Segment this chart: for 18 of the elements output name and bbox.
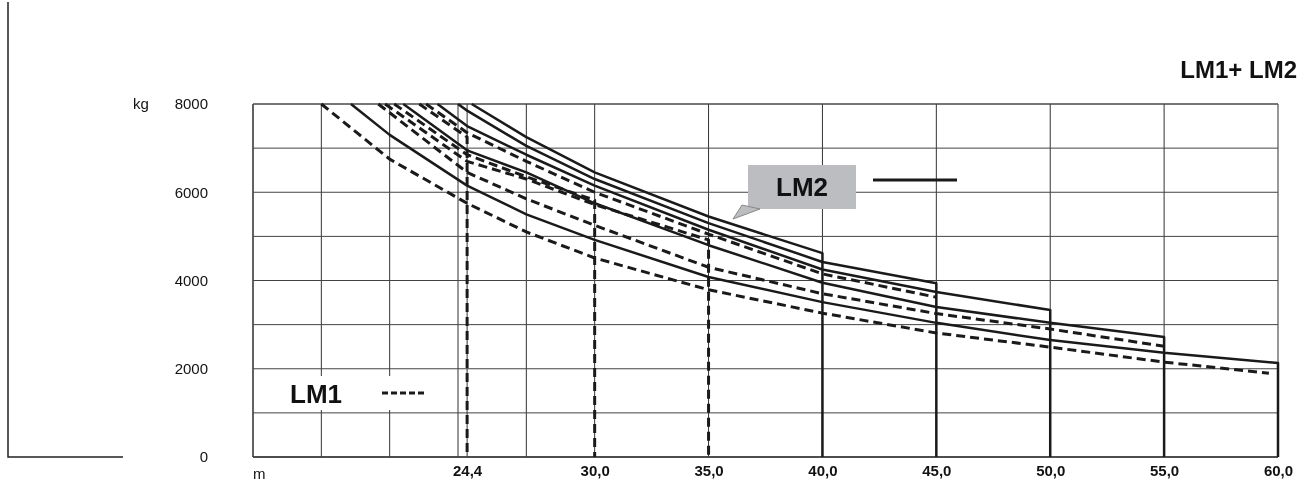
y-tick-label: 8000: [174, 95, 208, 113]
y-tick-label: 2000: [174, 360, 208, 378]
legend-label: LM2: [776, 172, 828, 202]
y-axis-title: kg: [133, 95, 149, 112]
x-tick-label: 30,0: [580, 461, 610, 479]
x-axis-title: m: [253, 465, 266, 482]
x-tick-label: 60,0: [1263, 461, 1294, 479]
y-tick-label: 0: [199, 448, 208, 466]
x-tick-label: 50,0: [1036, 461, 1066, 479]
x-tick-label: 35,0: [694, 461, 724, 479]
y-tick-label: 6000: [174, 183, 208, 201]
chart-title: LM1+ LM2: [1180, 56, 1297, 83]
x-tick-label: 24,4: [453, 461, 483, 479]
y-tick-label: 4000: [174, 271, 208, 289]
x-tick-label: 40,0: [808, 461, 838, 479]
x-tick-label: 45,0: [922, 461, 952, 479]
legend-label: LM1: [290, 379, 342, 409]
x-tick-label: 55,0: [1150, 461, 1180, 479]
